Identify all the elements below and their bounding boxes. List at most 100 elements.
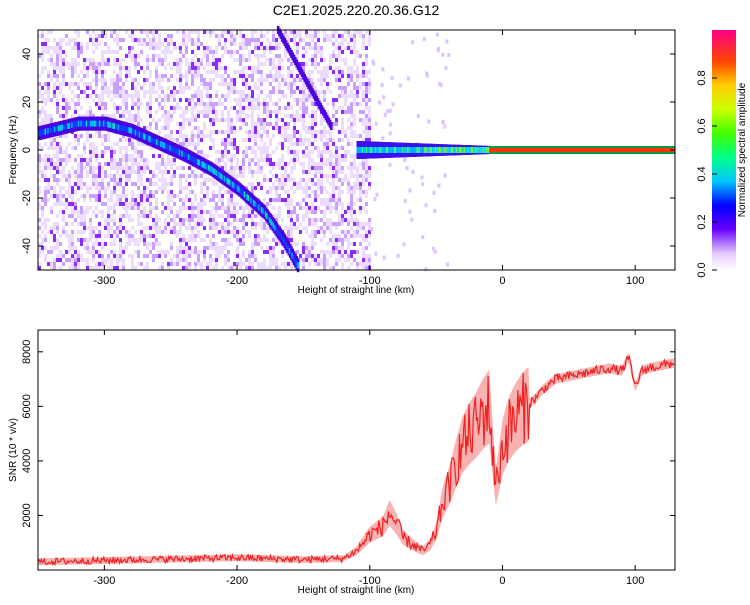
noise-cell — [302, 98, 305, 102]
noise-cell — [317, 230, 320, 234]
ridge-core-cell — [255, 202, 259, 209]
noise-cell — [92, 142, 95, 146]
figure-title: C2E1.2025.220.20.36.G12 — [273, 2, 440, 18]
noise-cell — [98, 166, 101, 170]
ridge-core-cell — [162, 142, 166, 149]
noise-cell — [344, 94, 347, 98]
noise-cell — [326, 138, 329, 142]
noise-cell — [254, 226, 257, 230]
noise-cell — [365, 194, 368, 198]
noise-cell — [80, 90, 83, 94]
ridge-core-cell — [203, 162, 207, 169]
noise-cell — [311, 182, 314, 186]
noise-cell — [191, 218, 194, 222]
noise-cell — [305, 94, 308, 98]
noise-cell — [311, 242, 314, 246]
noise-cell — [158, 250, 161, 254]
noise-cell — [356, 198, 359, 202]
ridge-core-cell — [263, 209, 267, 216]
noise-cell — [287, 122, 290, 126]
noise-cell — [185, 242, 188, 246]
noise-cell — [170, 134, 173, 138]
noise-cell — [269, 170, 272, 174]
noise-cell — [302, 122, 305, 126]
noise-cell — [56, 74, 59, 78]
noise-cell — [242, 238, 245, 242]
noise-cell — [215, 62, 218, 66]
noise-cell — [287, 234, 290, 238]
noise-cell — [341, 238, 344, 242]
noise-cell — [338, 190, 341, 194]
noise-cell — [239, 174, 242, 178]
noise-cell — [116, 170, 119, 174]
noise-cell — [299, 98, 302, 102]
noise-cell — [305, 254, 308, 258]
noise-cell — [140, 174, 143, 178]
noise-cell — [83, 166, 86, 170]
noise-cell — [314, 66, 317, 70]
ridge-cell — [312, 90, 316, 99]
noise-cell — [77, 62, 80, 66]
noise-cell — [296, 74, 299, 78]
noise-cell — [368, 118, 371, 122]
noise-cell — [257, 58, 260, 62]
noise-cell — [119, 222, 122, 226]
noise-cell — [164, 54, 167, 58]
noise-cell — [293, 118, 296, 122]
noise-cell — [179, 78, 182, 82]
noise-cell — [176, 78, 179, 82]
noise-cell — [65, 114, 68, 118]
noise-cell — [311, 98, 314, 102]
noise-cell — [122, 90, 125, 94]
noise-cell — [353, 174, 356, 178]
carrier-core-cell — [373, 147, 377, 153]
noise-cell — [329, 210, 332, 214]
noise-cell — [107, 230, 110, 234]
carrier-core-cell — [410, 147, 414, 153]
noise-cell — [74, 102, 77, 106]
noise-cell — [206, 82, 209, 86]
noise-cell — [215, 162, 218, 166]
noise-cell — [314, 102, 317, 106]
noise-cell — [209, 94, 212, 98]
noise-cell — [125, 242, 128, 246]
ridge-core-cell — [101, 120, 105, 127]
noise-cell — [230, 190, 233, 194]
noise-cell — [104, 150, 107, 154]
carrier-core-cell — [463, 147, 467, 153]
noise-cell — [68, 194, 71, 198]
noise-cell — [41, 66, 44, 70]
noise-cell — [323, 90, 326, 94]
colorbar-tick-label: 0.6 — [696, 118, 708, 133]
noise-cell — [185, 194, 188, 198]
noise-cell — [350, 186, 353, 190]
noise-cell — [311, 70, 314, 74]
noise-cell — [146, 178, 149, 182]
noise-cell — [353, 218, 356, 222]
noise-cell — [107, 50, 110, 54]
noise-cell — [242, 174, 245, 178]
noise-cell — [239, 42, 242, 46]
noise-cell — [335, 150, 338, 154]
noise-cell — [56, 106, 59, 110]
noise-cell — [308, 178, 311, 182]
noise-cell — [365, 202, 368, 206]
carrier-core-cell — [421, 147, 425, 153]
noise-cell — [311, 110, 314, 114]
noise-cell — [299, 254, 302, 258]
noise-cell — [212, 118, 215, 122]
noise-cell — [110, 262, 113, 266]
noise-cell — [320, 78, 323, 82]
noise-cell — [83, 58, 86, 62]
noise-cell — [275, 146, 278, 150]
noise-cell — [188, 226, 191, 230]
noise-cell — [149, 86, 152, 90]
noise-cell — [137, 218, 140, 222]
noise-cell — [362, 70, 365, 74]
noise-cell — [308, 138, 311, 142]
noise-cell — [77, 138, 80, 142]
noise-cell — [347, 190, 350, 194]
noise-cell — [167, 222, 170, 226]
noise-cell — [332, 162, 335, 166]
noise-cell — [185, 118, 188, 122]
